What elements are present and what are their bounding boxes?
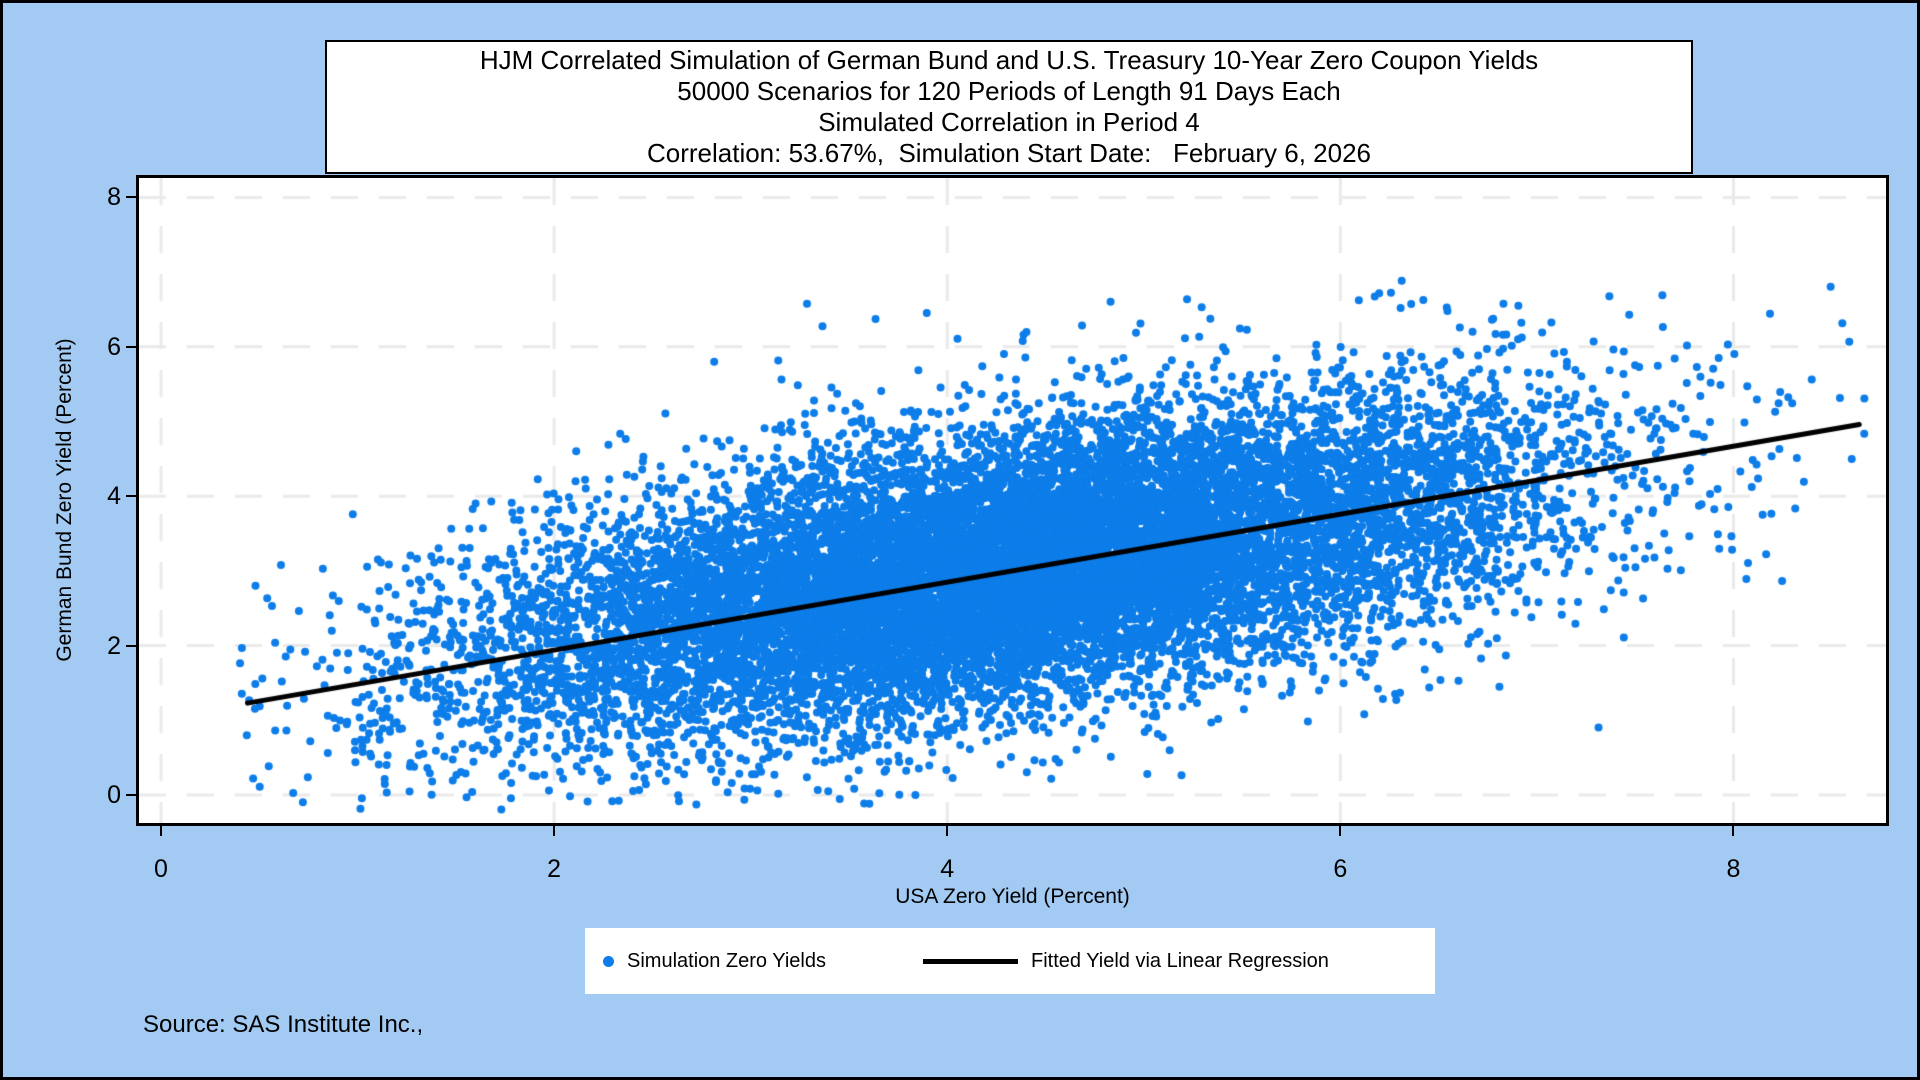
x-tick-label: 4 <box>940 855 955 883</box>
legend: Simulation Zero Yields Fitted Yield via … <box>585 928 1435 994</box>
x-tick-label: 6 <box>1333 855 1348 883</box>
title-line-3: Simulated Correlation in Period 4 <box>818 107 1200 137</box>
y-tick-label: 2 <box>107 631 121 660</box>
y-tick-mark <box>126 196 136 199</box>
x-tick-label: 8 <box>1726 855 1741 883</box>
x-tick-mark <box>946 826 949 836</box>
y-tick-mark <box>126 793 136 796</box>
y-axis-title: German Bund Zero Yield (Percent) <box>53 338 76 662</box>
chart-title-box: HJM Correlated Simulation of German Bund… <box>325 40 1693 174</box>
y-tick-mark <box>126 345 136 348</box>
y-tick-mark <box>126 495 136 498</box>
x-tick-mark <box>1339 826 1342 836</box>
x-tick-mark <box>553 826 556 836</box>
x-tick-label: 0 <box>154 855 168 883</box>
scatter-canvas <box>139 178 1886 823</box>
title-line-4: Correlation: 53.67%, Simulation Start Da… <box>646 138 1372 168</box>
source-note: Source: SAS Institute Inc., <box>143 1011 424 1038</box>
x-axis-title: USA Zero Yield (Percent) <box>895 885 1130 908</box>
x-tick-mark <box>160 826 162 836</box>
title-line-2: 50000 Scenarios for 120 Periods of Lengt… <box>677 76 1341 106</box>
y-tick-label: 4 <box>107 482 121 511</box>
x-tick-mark <box>1732 826 1735 836</box>
x-tick-label: 2 <box>547 855 562 883</box>
legend-label-scatter: Simulation Zero Yields <box>627 949 826 972</box>
title-line-1: HJM Correlated Simulation of German Bund… <box>479 45 1539 75</box>
scatter-marker-swatch <box>603 955 614 967</box>
legend-label-regression: Fitted Yield via Linear Regression <box>1030 949 1329 972</box>
y-tick-mark <box>126 644 136 647</box>
y-tick-label: 6 <box>107 332 121 361</box>
y-tick-label: 8 <box>107 183 121 212</box>
regression-line-swatch <box>922 958 1018 964</box>
y-tick-label: 0 <box>107 780 121 809</box>
